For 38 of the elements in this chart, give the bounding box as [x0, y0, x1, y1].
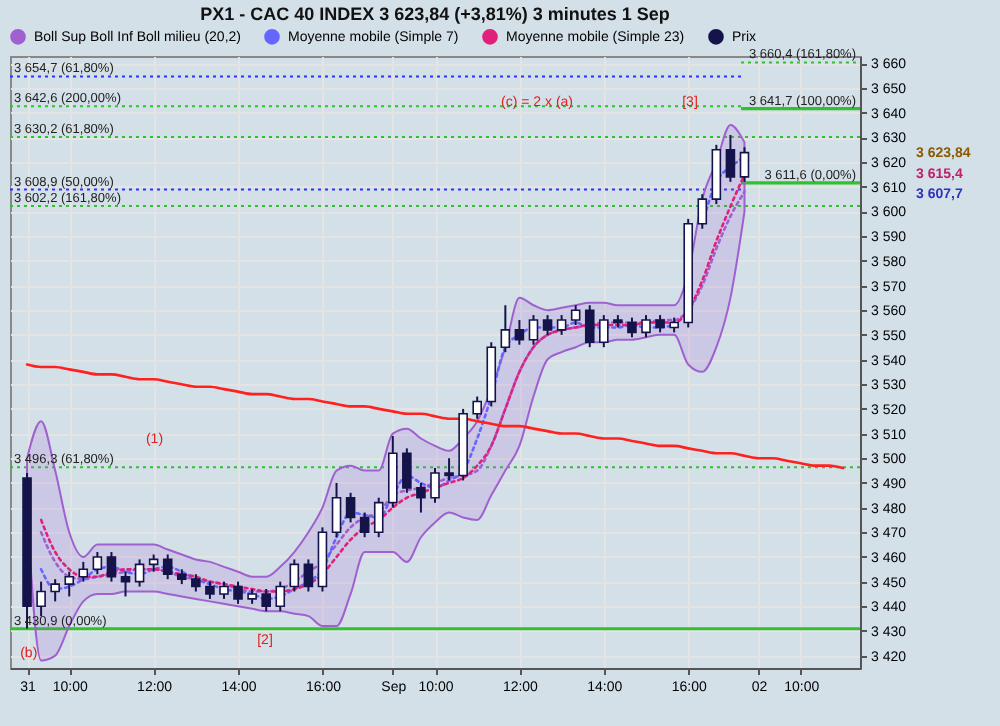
candlestick — [36, 580, 46, 618]
candlestick — [402, 447, 412, 494]
candlestick — [472, 395, 482, 420]
candlestick — [528, 314, 539, 346]
candlestick — [725, 133, 736, 183]
candlestick — [331, 481, 342, 539]
candlestick — [373, 496, 384, 539]
candlestick — [50, 578, 60, 603]
candlestick — [92, 551, 103, 576]
candlestick — [120, 570, 131, 598]
candlestick — [739, 146, 750, 183]
candlestick — [106, 551, 117, 583]
chart-title: PX1 - CAC 40 INDEX 3 623,84 (+3,81%) 3 minutes 1 Sep — [200, 4, 671, 24]
candlestick — [430, 467, 440, 504]
candlestick — [162, 553, 173, 581]
candlestick — [359, 511, 370, 539]
candlestick — [599, 314, 609, 349]
candlestick — [64, 570, 75, 598]
candlestick — [570, 304, 581, 326]
candlestick — [444, 457, 454, 482]
candlestick — [134, 558, 145, 588]
candlestick — [275, 580, 286, 613]
candlestick — [556, 314, 567, 336]
candlestick — [345, 491, 356, 524]
candlestick — [584, 304, 595, 349]
candlestick — [697, 193, 708, 230]
candlestick — [261, 588, 271, 613]
candlestick — [233, 580, 243, 605]
line-series — [25, 363, 845, 470]
candlestick — [289, 558, 300, 593]
candlestick — [542, 314, 553, 336]
candlestick — [627, 316, 637, 339]
candlestick — [416, 481, 426, 514]
candlestick — [303, 558, 314, 593]
candlestick — [514, 319, 525, 346]
candlestick — [641, 314, 651, 339]
candlestick — [78, 560, 89, 583]
candlestick — [500, 304, 511, 354]
